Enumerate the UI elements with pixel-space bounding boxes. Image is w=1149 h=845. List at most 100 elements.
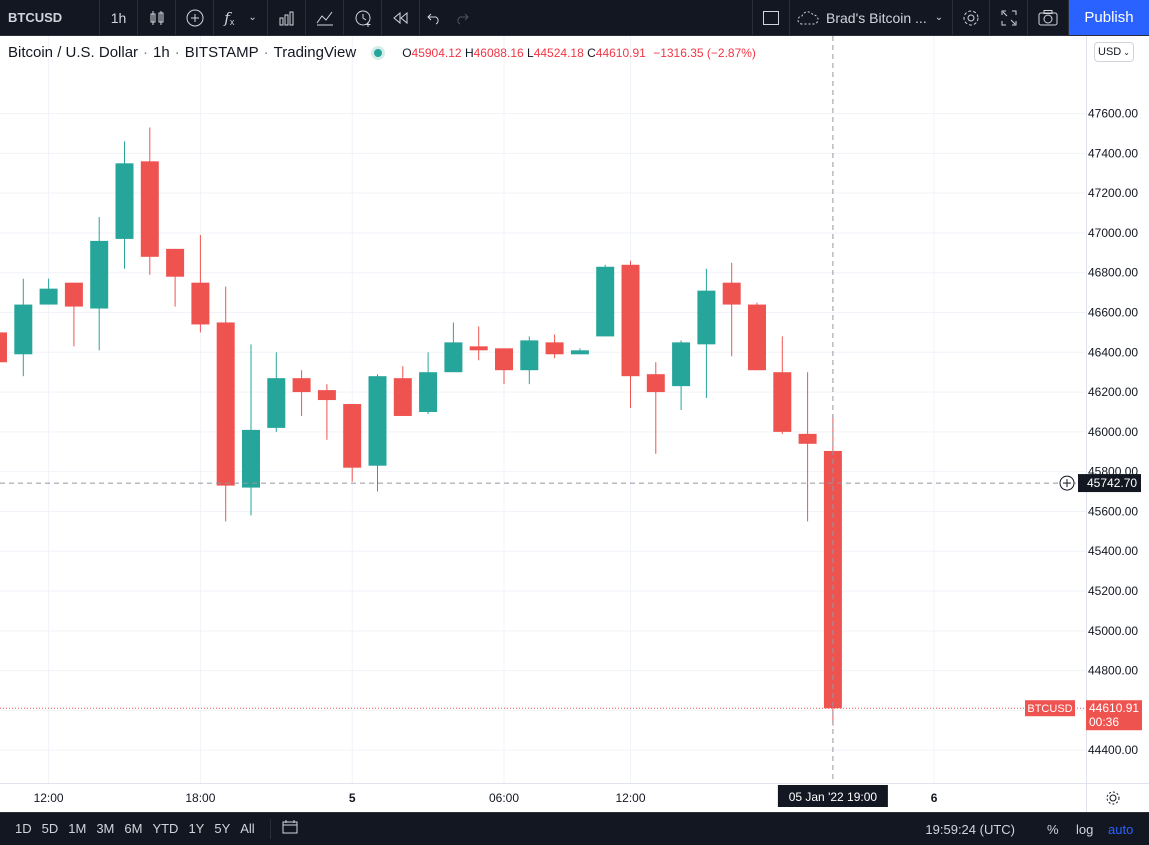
range-selector: 1D 5D 1M 3M 6M YTD 1Y 5Y All <box>0 821 260 836</box>
legend-source: TradingView <box>273 44 357 61</box>
candle[interactable] <box>317 384 336 440</box>
range-5y[interactable]: 5Y <box>214 821 231 836</box>
candle[interactable] <box>444 322 463 373</box>
candle-body <box>64 282 83 307</box>
layout-selector[interactable]: Brad's Bitcoin ... ⌄ <box>796 0 943 35</box>
range-1d[interactable]: 1D <box>15 821 32 836</box>
candle[interactable] <box>596 264 615 337</box>
settings-icon[interactable] <box>952 0 990 35</box>
fullscreen-icon[interactable] <box>990 0 1028 35</box>
candle-body <box>621 264 640 377</box>
candle[interactable] <box>469 326 488 361</box>
candle[interactable] <box>216 286 235 522</box>
log-toggle[interactable]: log <box>1076 821 1094 837</box>
candle[interactable] <box>722 262 741 357</box>
candle[interactable] <box>39 278 58 305</box>
candle[interactable] <box>697 268 716 399</box>
candle-body <box>596 266 615 337</box>
range-1m[interactable]: 1M <box>68 821 87 836</box>
y-tick-label: 45200.00 <box>1088 584 1138 598</box>
candle[interactable] <box>672 340 691 410</box>
low-value: 44524.18 <box>533 45 584 60</box>
candle[interactable] <box>368 374 387 492</box>
high-value: 46088.16 <box>473 45 524 60</box>
candle-style-icon[interactable] <box>138 0 176 35</box>
candle[interactable] <box>343 404 362 482</box>
candle-body <box>166 248 185 277</box>
redo-icon[interactable] <box>448 0 476 35</box>
templates-icon[interactable] <box>306 0 344 35</box>
percent-toggle[interactable]: % <box>1047 821 1059 837</box>
camera-icon[interactable] <box>1028 0 1069 35</box>
candle[interactable] <box>292 370 311 416</box>
y-tick-label: 46600.00 <box>1088 306 1138 320</box>
candle-body <box>267 378 286 428</box>
candle[interactable] <box>14 278 33 377</box>
chart-area[interactable]: 44400.0044600.0044800.0045000.0045200.00… <box>0 36 1149 812</box>
last-price-label: 44610.91 <box>1089 701 1139 715</box>
price-chart[interactable]: 44400.0044600.0044800.0045000.0045200.00… <box>0 36 1149 812</box>
candle[interactable] <box>393 366 412 416</box>
candle-body <box>570 350 589 355</box>
range-all[interactable]: All <box>240 821 255 836</box>
add-plus-icon[interactable] <box>1059 475 1075 491</box>
chart-legend: Bitcoin / U.S. Dollar · 1h · BITSTAMP · … <box>8 44 756 61</box>
candle[interactable] <box>267 352 286 432</box>
candle-body <box>39 288 58 305</box>
crosshair-price-bg <box>1078 474 1141 493</box>
symbol-tag-label: BTCUSD <box>1027 703 1072 715</box>
candle[interactable] <box>748 302 766 371</box>
candle[interactable] <box>798 372 817 522</box>
currency-button[interactable]: USD ⌄ <box>1094 42 1134 62</box>
candle[interactable] <box>570 348 589 355</box>
publish-button[interactable]: Publish <box>1069 0 1149 35</box>
candle-body <box>0 332 7 363</box>
candle[interactable] <box>495 348 513 385</box>
candle[interactable] <box>773 336 792 434</box>
replay-icon[interactable] <box>382 0 420 35</box>
candle[interactable] <box>419 352 438 414</box>
range-ytd[interactable]: YTD <box>152 821 179 836</box>
candle[interactable] <box>64 282 83 347</box>
candle[interactable] <box>646 362 665 454</box>
bottom-toolbar: 1D 5D 1M 3M 6M YTD 1Y 5Y All 19:59:24 (UTC) % lo… <box>0 812 1149 844</box>
candle-body <box>140 161 159 257</box>
candle[interactable] <box>166 248 185 307</box>
candle[interactable] <box>191 234 210 333</box>
clock-timezone[interactable]: 19:59:24 (UTC) <box>925 821 1015 837</box>
candle[interactable] <box>520 336 539 385</box>
symbol-price-tag <box>1025 700 1075 717</box>
candle-body <box>216 322 235 486</box>
undo-icon[interactable] <box>420 0 448 35</box>
chart-settings-icon[interactable] <box>1106 791 1120 805</box>
add-compare-icon[interactable] <box>176 0 214 35</box>
auto-toggle[interactable]: auto <box>1108 821 1134 837</box>
legend-exchange: BITSTAMP <box>184 44 259 61</box>
interval-button[interactable]: 1h <box>100 0 138 35</box>
x-tick-label: 5 <box>349 791 356 805</box>
layout-name: Brad's Bitcoin ... <box>826 9 927 26</box>
candle[interactable] <box>140 127 159 275</box>
candle[interactable] <box>90 217 109 351</box>
alert-icon[interactable] <box>344 0 382 35</box>
x-tick-label: 12:00 <box>615 791 645 805</box>
range-5d[interactable]: 5D <box>41 821 59 836</box>
y-tick-label: 46000.00 <box>1088 425 1138 439</box>
open-value: 45904.12 <box>411 45 462 60</box>
candle[interactable] <box>621 260 640 409</box>
symbol-search[interactable]: BTCUSD <box>0 0 100 35</box>
candle[interactable] <box>115 141 134 269</box>
range-6m[interactable]: 6M <box>124 821 143 836</box>
range-1y[interactable]: 1Y <box>188 821 205 836</box>
candle[interactable] <box>545 334 564 359</box>
change-value: −1316.35 (−2.87%) <box>653 45 756 60</box>
candle[interactable] <box>242 344 260 516</box>
range-3m[interactable]: 3M <box>96 821 115 836</box>
financials-icon[interactable] <box>268 0 306 35</box>
candle[interactable] <box>0 326 7 366</box>
close-value: 44610.91 <box>595 45 646 60</box>
layout-square-icon[interactable] <box>752 0 790 35</box>
goto-date-icon[interactable] <box>281 819 299 838</box>
y-tick-label: 47200.00 <box>1088 186 1138 200</box>
